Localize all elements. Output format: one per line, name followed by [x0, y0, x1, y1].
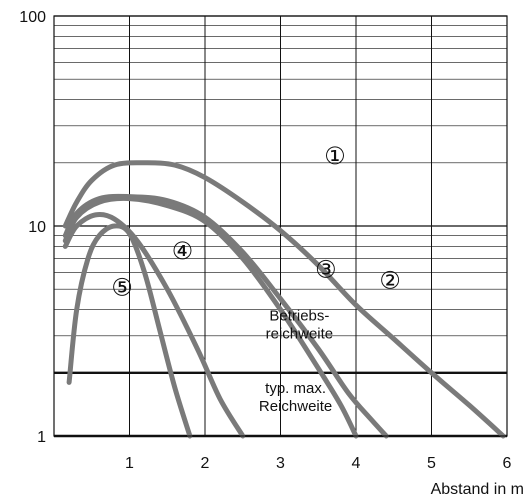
x-tick-label: 6 [503, 455, 512, 472]
annotations: ① ② ③ ④ ⑤ Betriebs-reichweite typ. max.Reichwe… [111, 142, 401, 415]
x-axis-label: Abstand in m [431, 481, 524, 498]
y-tick-label: 1 [37, 429, 46, 446]
y-tick-label: 10 [28, 219, 46, 236]
series-line-4 [62, 211, 246, 439]
series-line-1 [62, 160, 506, 439]
series-marker-3: ③ [315, 256, 337, 284]
series-marker-4: ④ [172, 237, 194, 265]
series-lines [62, 160, 506, 439]
series-marker-5: ⑤ [111, 273, 133, 301]
x-tick-label: 2 [201, 455, 210, 472]
series-line-2 [62, 193, 389, 439]
x-tick-label: 4 [352, 455, 361, 472]
x-tick-label: 5 [427, 455, 436, 472]
series-marker-1: ① [324, 142, 346, 170]
plot-frame [53, 15, 508, 437]
tick-labels: 1 2 3 4 5 6 1 10 100 [19, 9, 511, 472]
x-tick-label: 3 [276, 455, 285, 472]
x-tick-label: 1 [125, 455, 134, 472]
series-marker-2: ② [379, 267, 401, 295]
series-line-3 [62, 195, 359, 439]
y-tick-label: 100 [19, 9, 46, 26]
threshold-label-line: Betriebs- [269, 307, 329, 324]
threshold-label-line: reichweite [266, 325, 334, 342]
threshold-label-line: Reichweite [259, 398, 332, 415]
series-line-5 [66, 223, 193, 439]
threshold-label-line: typ. max. [265, 380, 326, 397]
